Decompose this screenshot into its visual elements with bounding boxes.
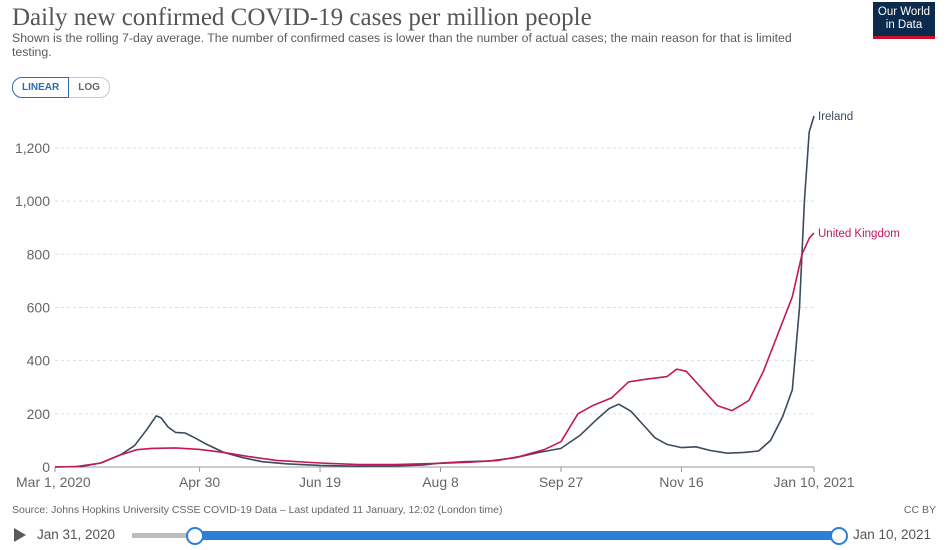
y-tick-label: 400 xyxy=(27,353,51,369)
x-tick-label: Mar 1, 2020 xyxy=(16,474,91,490)
logo-line-1: Our World xyxy=(877,6,931,18)
y-tick-label: 200 xyxy=(27,406,51,422)
play-icon[interactable] xyxy=(14,528,26,542)
timeline-track[interactable] xyxy=(132,533,194,538)
timeline: Jan 31, 2020 Jan 10, 2021 xyxy=(0,522,948,550)
series-line-united-kingdom xyxy=(54,232,815,468)
logo-line-2: in Data xyxy=(885,19,923,31)
owid-logo[interactable]: Our World in Data xyxy=(873,2,935,39)
y-tick-label: 1,000 xyxy=(15,193,50,209)
timeline-start-label: Jan 31, 2020 xyxy=(37,527,116,542)
timeline-end-handle[interactable] xyxy=(830,527,848,545)
timeline-selected-range[interactable] xyxy=(194,531,838,540)
x-tick-label: Apr 30 xyxy=(179,474,220,490)
scale-toggle: LINEAR LOG xyxy=(12,77,110,98)
chart-title: Daily new confirmed COVID-19 cases per m… xyxy=(12,4,592,31)
x-tick-label: Jan 10, 2021 xyxy=(774,474,855,490)
timeline-end-label: Jan 10, 2021 xyxy=(853,527,932,542)
series-label-united-kingdom: United Kingdom xyxy=(818,228,900,240)
x-tick-label: Jun 19 xyxy=(299,474,341,490)
y-tick-label: 800 xyxy=(27,246,51,262)
series-line-ireland xyxy=(54,115,815,468)
chart-subtitle: Shown is the rolling 7-day average. The … xyxy=(12,31,792,59)
y-tick-label: 0 xyxy=(42,459,50,475)
x-tick-label: Aug 8 xyxy=(422,474,459,490)
series-label-ireland: Ireland xyxy=(818,111,853,123)
y-tick-label: 600 xyxy=(27,299,51,315)
x-tick-label: Sep 27 xyxy=(539,474,584,490)
license-link[interactable]: CC BY xyxy=(903,504,936,516)
x-tick-label: Nov 16 xyxy=(659,474,704,490)
log-toggle-button[interactable]: LOG xyxy=(69,77,110,98)
source-note: Source: Johns Hopkins University CSSE CO… xyxy=(12,504,503,516)
timeline-start-handle[interactable] xyxy=(186,527,204,545)
y-tick-label: 1,200 xyxy=(15,140,50,156)
line-chart: 0 200 400 600 800 1,000 1,200 Mar 1, 2020 Apr 30… xyxy=(15,111,900,490)
linear-toggle-button[interactable]: LINEAR xyxy=(12,77,70,98)
